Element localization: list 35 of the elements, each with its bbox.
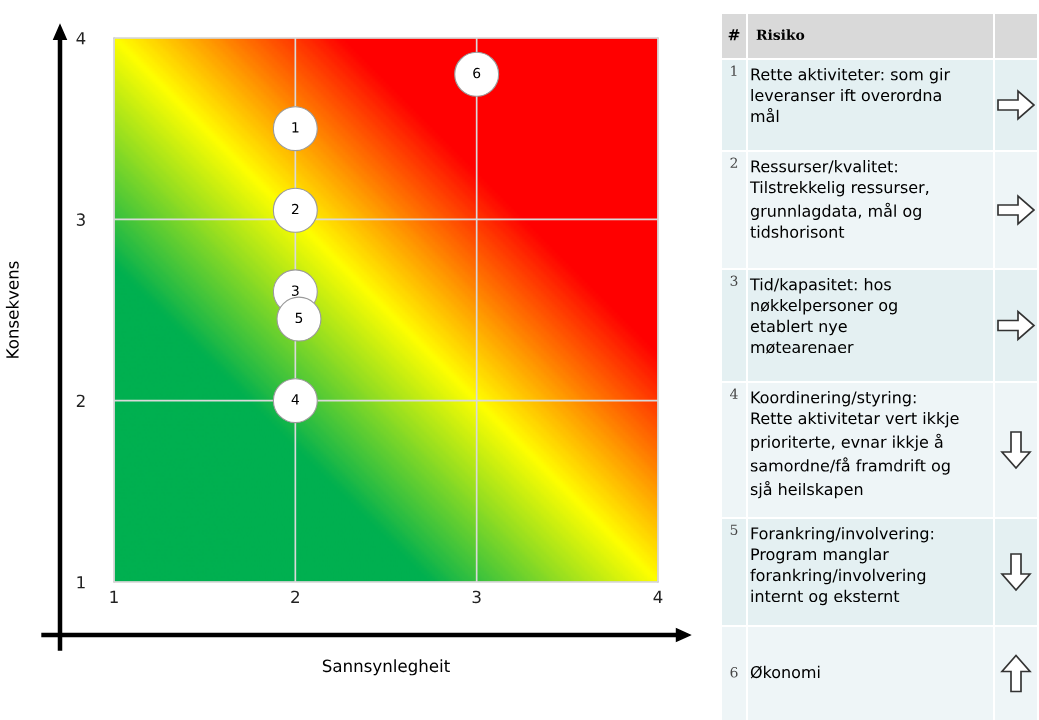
annotation: 4 [291, 394, 299, 405]
text: 4 [730, 388, 738, 399]
text: Koordinering/styring: Rette aktivitetar vert ikkje prioriterte, evnar ikkje å samordne/få framdrift og sjå heilskapen [750, 391, 959, 499]
point [454, 51, 500, 97]
annotation: 1 [292, 122, 299, 133]
text: Risiko [756, 29, 805, 41]
annotation: 3 [291, 285, 299, 296]
annotation: 5 [295, 312, 303, 324]
point [272, 106, 318, 152]
point [272, 187, 318, 233]
y-tick-label: 4 [76, 32, 86, 45]
text: 2 [730, 157, 738, 168]
x-axis-title: Sannsynlegheit [322, 659, 450, 676]
x-tick-label: 1 [110, 590, 118, 603]
point [276, 296, 322, 342]
text: Ressurser/kvalitet: Tilstrekkelig ressurser, grunnlagdata, mål og tidshorisont [749, 160, 929, 238]
text: 5 [730, 524, 738, 536]
point [272, 378, 318, 424]
y-tick-label: 1 [77, 576, 85, 589]
y-tick-label: 2 [76, 394, 85, 407]
y-axis-title: Konsekvens [5, 261, 19, 358]
text: Rette aktiviteter: som gir leveranser ift overordna mål [751, 68, 951, 123]
text: 3 [730, 275, 738, 287]
x-tick-label: 2 [291, 590, 299, 603]
text: 6 [730, 667, 738, 678]
x-tick-label: 3 [472, 590, 481, 604]
y-tick-label: 3 [76, 213, 85, 226]
x-tick-label: 4 [653, 590, 663, 603]
text: Økonomi [750, 665, 820, 679]
text: Forankring/involvering: Program manglar forankring/involvering internt og eksternt [750, 527, 934, 606]
text: Tid/kapasitet: hos nøkkelpersoner og etablert nye møtearenaer [749, 278, 897, 354]
annotation: 2 [291, 203, 299, 215]
text: # [728, 29, 740, 41]
text: 1 [731, 65, 737, 76]
annotation: 6 [473, 67, 481, 79]
